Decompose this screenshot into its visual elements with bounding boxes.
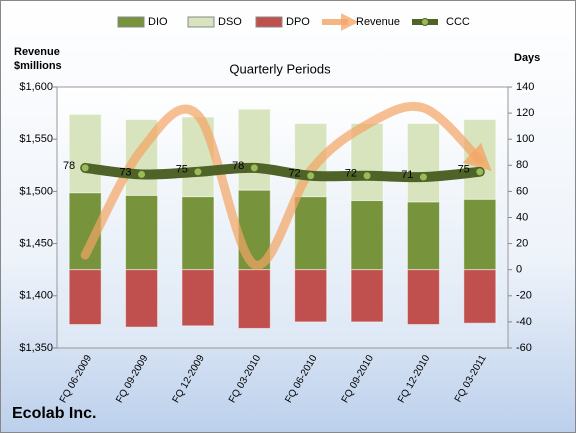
ccc-point: [137, 169, 147, 179]
y2-tick-label: 0: [516, 264, 522, 276]
chart-title: Quarterly Periods: [229, 61, 331, 76]
y2-tick-label: 120: [516, 107, 534, 119]
legend-swatch: [255, 16, 283, 28]
bar: [406, 201, 440, 271]
legend-label: DIO: [148, 16, 168, 28]
y2-tick-label: 60: [516, 185, 528, 197]
y2-tick-label: 100: [516, 133, 534, 145]
ccc-point: [193, 167, 203, 177]
data-label: 71: [401, 169, 413, 181]
ccc-line: [80, 162, 485, 183]
y2-tick-label: 20: [516, 238, 528, 250]
data-label: 72: [345, 168, 357, 180]
y2-tick-label: 140: [516, 81, 534, 93]
legend-swatch: [187, 16, 215, 28]
y2-axis-label: Days: [514, 52, 540, 64]
legend-label: CCC: [446, 16, 470, 28]
data-label: 78: [63, 160, 75, 172]
y-tick-label: $1,450: [19, 238, 53, 250]
data-label: 73: [119, 166, 131, 178]
y-axis-label: $millions: [14, 60, 62, 72]
bar: [237, 269, 271, 329]
company-name: Ecolab Inc.: [12, 405, 96, 422]
bar: [463, 269, 497, 324]
bar: [463, 198, 497, 271]
legend-swatch: [421, 18, 429, 26]
bar: [125, 194, 159, 271]
bar: [68, 269, 102, 326]
bar: [181, 269, 215, 327]
bar: [406, 269, 440, 326]
legend-swatch: [117, 16, 145, 28]
bar: [68, 113, 102, 194]
ccc-point: [418, 172, 428, 182]
ccc-point: [249, 163, 259, 173]
data-label: 75: [176, 164, 188, 176]
data-label: 72: [288, 168, 300, 180]
plot-area: [56, 86, 509, 349]
legend-label: Revenue: [356, 16, 400, 28]
y-tick-label: $1,550: [19, 133, 53, 145]
ccc-point: [306, 171, 316, 181]
legend-label: DSO: [218, 16, 242, 28]
ccc-point: [80, 163, 90, 173]
y2-tick-label: 40: [516, 211, 528, 223]
y-tick-label: $1,500: [19, 185, 53, 197]
revenue-line: [80, 101, 492, 270]
bar: [350, 200, 384, 271]
ccc-point: [362, 171, 372, 181]
bar: [237, 108, 271, 191]
y-axis-label: Revenue: [14, 46, 60, 58]
y-tick-label: $1,350: [19, 342, 53, 354]
data-label: 75: [458, 164, 470, 176]
y-tick-label: $1,400: [19, 290, 53, 302]
bar: [181, 196, 215, 271]
bar: [350, 269, 384, 323]
y2-tick-label: 80: [516, 159, 528, 171]
data-label: 78: [232, 160, 244, 172]
ccc-point: [475, 167, 485, 177]
bar: [294, 196, 328, 271]
legend-label: DPO: [286, 16, 310, 28]
bar: [294, 269, 328, 323]
y2-tick-label: -60: [516, 342, 532, 354]
bar: [125, 269, 159, 328]
y2-tick-label: -20: [516, 290, 532, 302]
y-tick-label: $1,600: [19, 81, 53, 93]
bar: [406, 123, 440, 203]
y2-tick-label: -40: [516, 316, 532, 328]
